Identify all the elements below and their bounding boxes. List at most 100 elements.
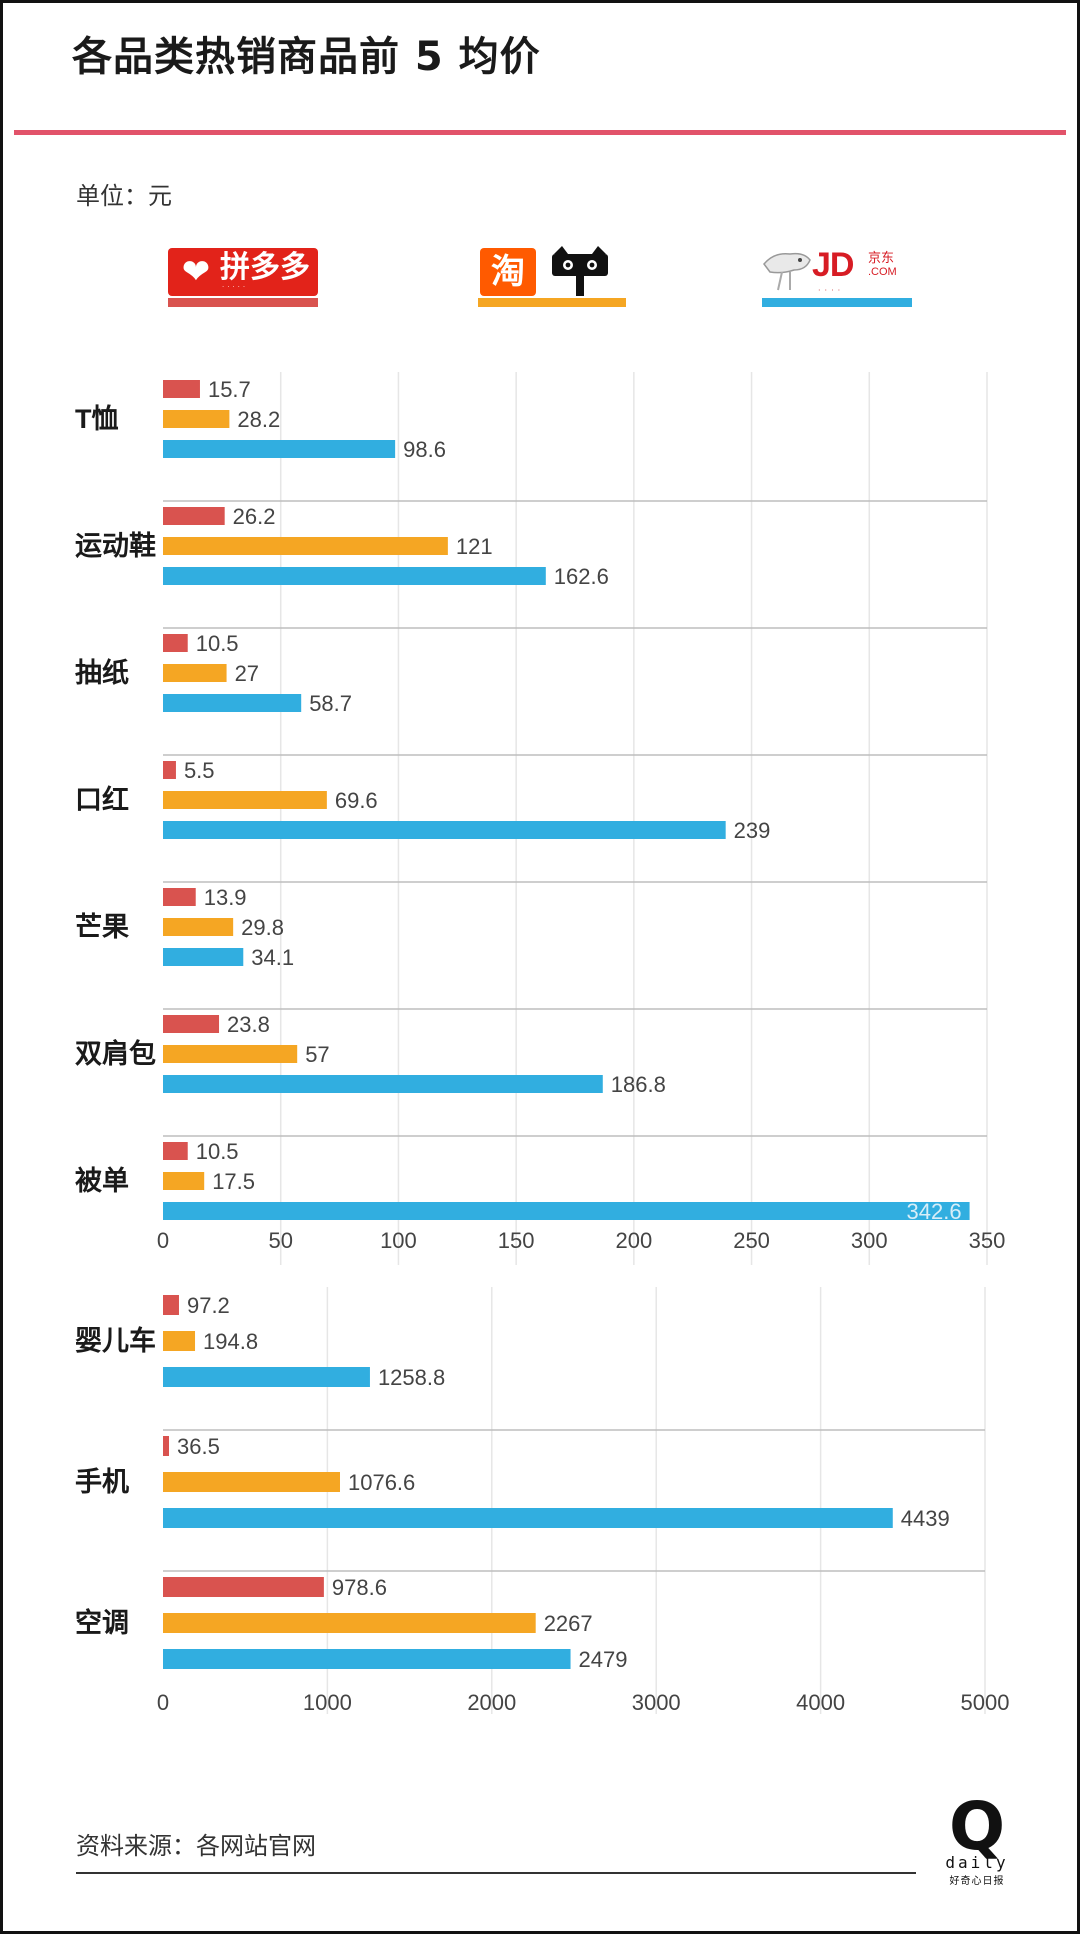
jd-logo-text: 京东 .COM (868, 250, 897, 278)
x-tick-label: 4000 (796, 1690, 845, 1715)
bar-value-label: 15.7 (208, 377, 251, 402)
pinduoduo-logo-text: 拼多多 (220, 250, 310, 285)
category-label: 双肩包 (75, 1038, 156, 1069)
bar-value-label: 194.8 (203, 1329, 258, 1354)
x-tick-label: 5000 (961, 1690, 1010, 1715)
bar-value-label: 27 (235, 661, 259, 686)
jd-logo: JD (812, 246, 854, 284)
x-tick-label: 300 (851, 1228, 888, 1253)
x-tick-label: 200 (615, 1228, 652, 1253)
x-tick-label: 2000 (467, 1690, 516, 1715)
bar-value-label: 1076.6 (348, 1470, 415, 1495)
bar (163, 821, 726, 839)
bar (163, 1045, 298, 1063)
category-label: 手机 (75, 1467, 129, 1497)
bar-value-label: 121 (456, 534, 493, 559)
bar (163, 888, 196, 906)
bar (163, 1649, 571, 1669)
unit-label: 单位：元 (76, 182, 172, 210)
bar-value-label: 10.5 (196, 1139, 239, 1164)
bar (163, 1436, 170, 1456)
bar (163, 410, 230, 428)
bar (163, 948, 244, 966)
category-label: T恤 (75, 404, 119, 434)
bar-value-label: 13.9 (204, 885, 247, 910)
bar (163, 567, 546, 585)
legend-swatch-jd (762, 298, 912, 307)
bar-value-label: 34.1 (251, 945, 294, 970)
bar-value-label: 2267 (544, 1611, 593, 1636)
chart-1: T恤 15.7 28.2 98.6 运动鞋 26.2 121 162.6 抽纸 10.5 27 58.… (75, 372, 1005, 1265)
category-label: 口红 (75, 784, 129, 815)
category-label: 芒果 (75, 912, 129, 942)
bar (163, 1577, 324, 1597)
bar (163, 634, 188, 652)
bar-value-label: 26.2 (233, 504, 276, 529)
tmall-cat-icon (552, 246, 608, 296)
bar (163, 918, 234, 936)
bar-value-label: 58.7 (309, 691, 352, 716)
bar-value-label: 186.8 (611, 1072, 666, 1097)
bar (163, 380, 200, 398)
bar-value-label: 5.5 (184, 758, 215, 783)
bar-value-label: 69.6 (335, 788, 378, 813)
heart-icon: ❤ (181, 252, 211, 292)
legend-swatch-taobao (478, 298, 626, 307)
x-tick-label: 100 (380, 1228, 417, 1253)
bar (163, 1202, 970, 1220)
title-divider (14, 130, 1066, 135)
bar (163, 1331, 196, 1351)
bar (163, 1142, 188, 1160)
bar-value-label: 29.8 (241, 915, 284, 940)
x-tick-label: 350 (969, 1228, 1006, 1253)
bar-value-label: 10.5 (196, 631, 239, 656)
category-label: 抽纸 (75, 657, 129, 688)
bar (163, 791, 327, 809)
legend-swatch-pinduoduo (168, 298, 318, 307)
pinduoduo-logo (168, 248, 318, 296)
bar (163, 664, 227, 682)
bar (163, 1367, 370, 1387)
bar-value-label: 978.6 (332, 1575, 387, 1600)
bar (163, 1015, 220, 1033)
bar-value-label: 97.2 (187, 1293, 230, 1318)
bar-value-label: 17.5 (212, 1169, 255, 1194)
source-note: 资料来源：各网站官网 (76, 1832, 316, 1860)
taobao-logo: 淘 (480, 248, 536, 296)
bar-value-label: 1258.8 (378, 1365, 445, 1390)
x-tick-label: 250 (733, 1228, 770, 1253)
bar (163, 507, 225, 525)
qdaily-logo: Q daily 好奇心日报 (945, 1788, 1009, 1888)
bar-value-label: 4439 (901, 1506, 950, 1531)
category-label: 空调 (75, 1607, 129, 1638)
footer-divider (76, 1872, 916, 1874)
bar-value-label: 2479 (579, 1647, 628, 1672)
bar-value-label: 57 (305, 1042, 329, 1067)
category-label: 婴儿车 (75, 1325, 156, 1356)
bar-value-label: 23.8 (227, 1012, 270, 1037)
bar (163, 1613, 536, 1633)
pinduoduo-logo-tagline: ····· (222, 283, 249, 291)
x-tick-label: 50 (268, 1228, 292, 1253)
bar (163, 440, 396, 458)
bar-value-label: 98.6 (403, 437, 446, 462)
bar (163, 1295, 179, 1315)
bar-value-label: 162.6 (554, 564, 609, 589)
category-label: 运动鞋 (75, 531, 156, 561)
bar-value-label: 342.6 (907, 1199, 962, 1224)
x-tick-label: 1000 (303, 1690, 352, 1715)
bar-value-label: 239 (734, 818, 771, 843)
x-tick-label: 3000 (632, 1690, 681, 1715)
bar-value-label: 28.2 (237, 407, 280, 432)
jd-dog-icon (763, 252, 811, 291)
bar (163, 694, 302, 712)
bar (163, 537, 448, 555)
jd-logo-tagline: ···· (818, 286, 845, 295)
x-tick-label: 0 (157, 1690, 169, 1715)
bar (163, 1508, 893, 1528)
x-tick-label: 0 (157, 1228, 169, 1253)
bar (163, 1075, 603, 1093)
chart-2: 婴儿车 97.2 194.8 1258.8 手机 36.5 1076.6 4439 空调 978.… (75, 1287, 1009, 1715)
